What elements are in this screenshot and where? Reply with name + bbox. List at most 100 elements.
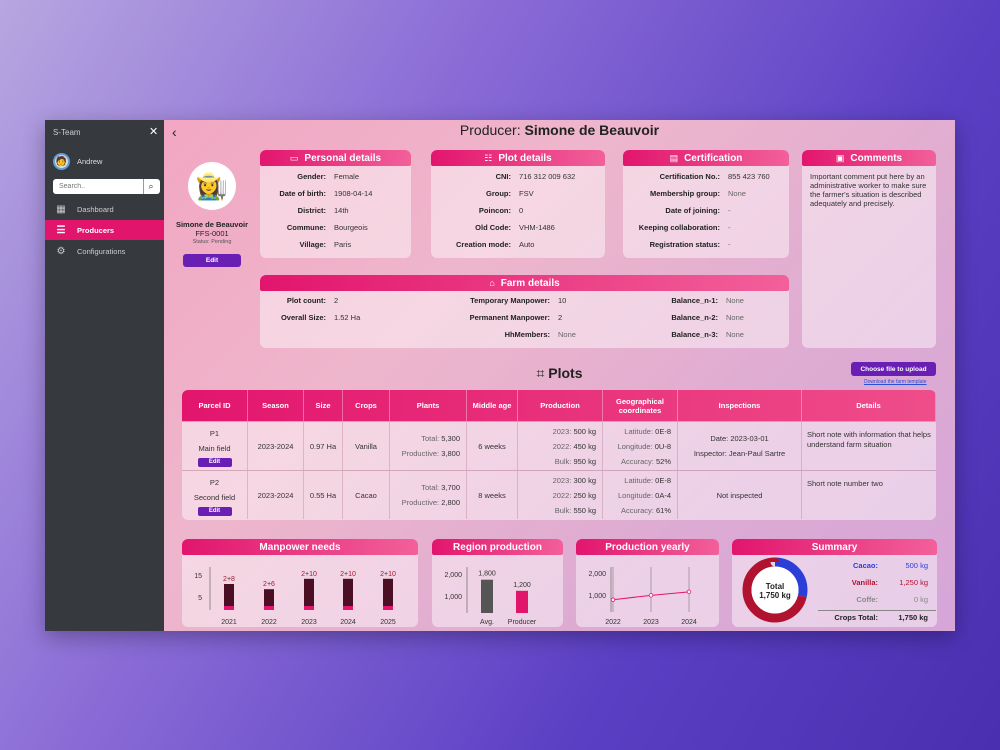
detail-label: Balance_n-2: <box>671 313 718 322</box>
user-profile[interactable]: 🧑 Andrew <box>53 153 102 170</box>
production-label: Bulk: <box>554 505 572 515</box>
detail-value: - <box>728 206 731 215</box>
card-header: ☷ Plot details <box>431 150 605 166</box>
summary-label: Coffe: <box>856 595 878 604</box>
dashboard-icon: ▦ <box>56 203 66 215</box>
detail-value: None <box>726 330 744 339</box>
user-name: Andrew <box>77 157 103 166</box>
parcel-id: P1 <box>209 428 220 438</box>
column-header: Middle age <box>467 390 518 421</box>
detail-label: Registration status: <box>649 240 720 249</box>
personal-details-card: ▭ Personal details Gender: Female Date of b… <box>260 150 411 258</box>
detail-row: Temporary Manpower: 10 <box>376 296 566 305</box>
production-line: 2023: 300 kg <box>553 473 596 488</box>
card-header: ⌂ Farm details <box>260 275 789 291</box>
x-tick-label: 2025 <box>380 619 396 626</box>
detail-row: Old Code: VHM-1486 <box>433 223 555 232</box>
x-tick-label: 2022 <box>605 619 621 626</box>
sidebar-item-producers[interactable]: ☰ Producers <box>45 220 164 240</box>
data-point <box>686 589 692 595</box>
detail-label: Temporary Manpower: <box>470 296 550 305</box>
detail-label: Balance_n-1: <box>671 296 718 305</box>
plants-value: 3,800 <box>441 449 460 458</box>
detail-row: Membership group: None <box>625 189 746 198</box>
coordinate-label: Accuracy: <box>620 456 654 466</box>
production-value: 950 kg <box>573 456 596 466</box>
parcel-id-cell: P2 Second field Edit <box>182 471 248 519</box>
data-label: 2+8 <box>223 576 235 583</box>
production-line: Bulk: 550 kg <box>555 503 596 518</box>
detail-value: - <box>728 223 731 232</box>
card-title: Comments <box>850 152 903 164</box>
bar-accent <box>224 606 234 610</box>
sidebar-title: S-Team <box>53 128 81 137</box>
comments-card: ▣ Comments Important comment put here by … <box>802 150 936 348</box>
y-tick-label: 15 <box>194 573 202 580</box>
status-badge: Status: Pending <box>192 239 232 245</box>
profile-card: 👩‍🌾 Simone de Beauvoir FFS-0001 Status: … <box>168 162 256 267</box>
search-input[interactable] <box>53 183 143 190</box>
download-template-link[interactable]: Download the farm template <box>864 379 927 385</box>
comment-icon: ▣ <box>835 152 845 163</box>
coordinate-value: 61% <box>655 505 671 515</box>
data-label: 2+10 <box>301 571 317 578</box>
column-header: Details <box>802 390 936 421</box>
plants-line: Total: 5,300 <box>421 431 460 446</box>
back-arrow-icon[interactable]: ‹ <box>172 124 177 140</box>
summary-total-label: Crops Total: <box>834 613 878 622</box>
season-cell: 2023-2024 <box>248 471 304 519</box>
close-icon[interactable]: ✕ <box>149 126 159 138</box>
summary-value: 0 kg <box>913 595 928 604</box>
plants-value: 5,300 <box>441 434 460 443</box>
search-icon[interactable]: ⌕ <box>143 179 158 194</box>
detail-row: Balance_n-3: None <box>568 330 744 339</box>
details-cell: Short note with information that helps u… <box>802 422 936 470</box>
page-title-name: Simone de Beauvoir <box>524 122 660 138</box>
x-tick-label: 2023 <box>643 619 659 626</box>
detail-value: - <box>728 240 731 249</box>
detail-row: Overall Size: 1.52 Ha <box>262 313 360 322</box>
column-header: Crops <box>343 390 390 421</box>
detail-value: None <box>728 189 746 198</box>
inspections-cell: Not inspected <box>678 471 802 519</box>
detail-row: Poincon: 0 <box>433 206 523 215</box>
inspection-date: Date: 2023-03-01 <box>710 434 769 443</box>
coordinate-value: 0E-8 <box>655 426 671 436</box>
detail-row: Plot count: 2 <box>262 296 338 305</box>
edit-plot-button[interactable]: Edit <box>197 457 232 467</box>
column-header: Parcel ID <box>182 390 248 421</box>
production-line: 2022: 250 kg <box>553 488 596 503</box>
sidebar-item-dashboard[interactable]: ▦ Dashboard <box>45 199 164 219</box>
summary-row: Vanilla: 1,250 kg <box>818 578 938 587</box>
sidebar-item-configurations[interactable]: ⚙ Configurations <box>45 241 164 261</box>
detail-value: None <box>558 330 576 339</box>
plants-cell: Total: 3,700 Productive: 2,800 <box>390 471 467 519</box>
detail-value: 10 <box>558 296 567 305</box>
middle-age: 6 weeks <box>478 441 506 451</box>
middle-age-cell: 6 weeks <box>467 422 518 470</box>
plots-title: Plots <box>548 365 583 381</box>
data-label: 2+10 <box>340 571 356 578</box>
details-note: Short note number two <box>807 479 883 488</box>
upload-file-button[interactable]: Choose file to upload <box>851 362 936 376</box>
list-icon: ☷ <box>484 152 493 163</box>
production-value: 500 kg <box>573 426 596 436</box>
card-title: Personal details <box>304 152 382 164</box>
detail-value: 2 <box>558 313 563 322</box>
detail-label: Commune: <box>286 223 326 232</box>
x-tick-label: 2022 <box>261 619 277 626</box>
summary-card: Summary Total 1,750 kg Cacao: 500 kg Vanill… <box>732 539 937 627</box>
y-tick-label: 2,000 <box>588 571 606 578</box>
card-header: ▤ Certification <box>623 150 789 166</box>
farm-icon: ⌂ <box>489 278 495 288</box>
detail-label: Balance_n-3: <box>671 330 718 339</box>
edit-plot-button[interactable]: Edit <box>197 506 232 516</box>
edit-profile-button[interactable]: Edit <box>183 254 241 267</box>
coordinate-label: Latitude: <box>624 475 654 485</box>
plots-section-title: ⌗ Plots <box>164 365 955 382</box>
list-icon: ☰ <box>56 224 66 236</box>
y-tick-label: 5 <box>198 595 202 602</box>
column-header: Plants <box>390 390 467 421</box>
detail-value: 855 423 760 <box>728 172 770 181</box>
donut-total: 1,750 kg <box>759 591 791 600</box>
